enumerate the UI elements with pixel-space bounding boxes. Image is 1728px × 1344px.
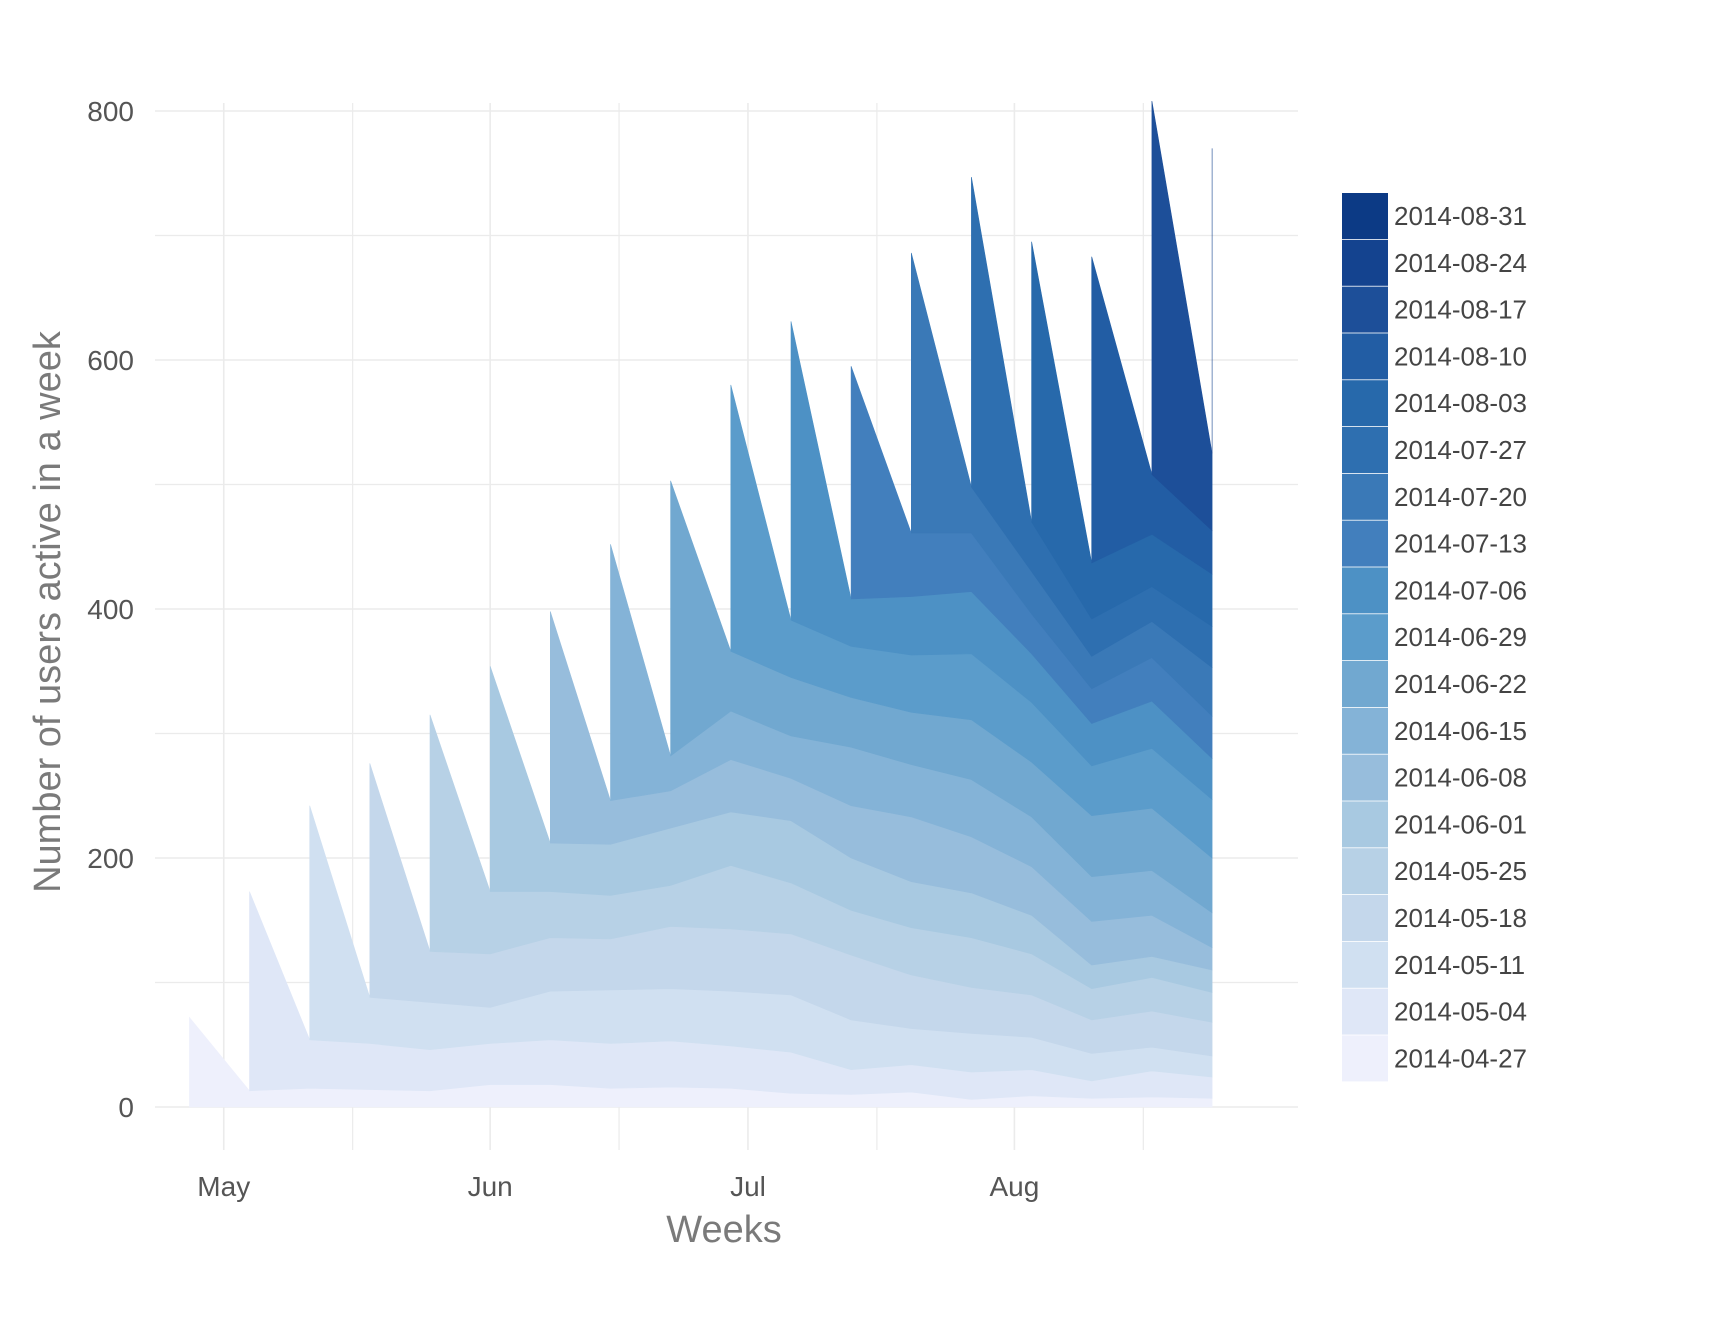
legend-key: [1342, 801, 1388, 848]
legend-label: 2014-07-06: [1394, 575, 1527, 605]
legend-label: 2014-06-08: [1394, 763, 1527, 793]
x-axis-title: Weeks: [666, 1209, 781, 1251]
legend-key: [1342, 941, 1388, 988]
legend-label: 2014-07-13: [1394, 529, 1527, 559]
legend-label: 2014-04-27: [1394, 1043, 1527, 1073]
legend-label: 2014-05-04: [1394, 997, 1527, 1027]
legend-label: 2014-05-18: [1394, 903, 1527, 933]
legend-label: 2014-08-10: [1394, 341, 1527, 371]
x-tick-label: Jun: [468, 1171, 513, 1202]
legend-label: 2014-05-25: [1394, 856, 1527, 886]
legend-label: 2014-07-20: [1394, 482, 1527, 512]
legend-key: [1342, 286, 1388, 333]
legend-key: [1342, 567, 1388, 614]
legend-key: [1342, 473, 1388, 520]
legend-label: 2014-08-31: [1394, 201, 1527, 231]
legend-key: [1342, 848, 1388, 895]
x-axis: May Jun Jul Aug: [197, 1171, 1039, 1202]
legend: 2014-08-31 2014-08-24 2014-08-17 2014-08-10…: [1342, 193, 1527, 1082]
legend-key: [1342, 614, 1388, 661]
x-tick-label: May: [197, 1171, 250, 1202]
y-tick-label: 600: [87, 345, 134, 376]
legend-key: [1342, 1035, 1388, 1082]
x-tick-label: Aug: [989, 1171, 1039, 1202]
legend-key: [1342, 333, 1388, 380]
legend-label: 2014-06-01: [1394, 809, 1527, 839]
legend-key: [1342, 707, 1388, 754]
y-tick-label: 400: [87, 594, 134, 625]
y-tick-label: 200: [87, 843, 134, 874]
legend-label: 2014-08-24: [1394, 248, 1527, 278]
legend-key: [1342, 520, 1388, 567]
legend-key: [1342, 239, 1388, 286]
legend-label: 2014-07-27: [1394, 435, 1527, 465]
legend-label: 2014-06-15: [1394, 716, 1527, 746]
y-axis-title: Number of users active in a week: [27, 330, 69, 893]
legend-label: 2014-08-17: [1394, 295, 1527, 325]
legend-key: [1342, 427, 1388, 473]
y-tick-label: 800: [87, 96, 134, 127]
y-axis: 0 200 400 600 800: [87, 96, 134, 1123]
legend-label: 2014-06-22: [1394, 669, 1527, 699]
legend-key: [1342, 661, 1388, 707]
legend-key: [1342, 193, 1388, 239]
plot-areas: [189, 100, 1213, 1108]
legend-key: [1342, 380, 1388, 427]
y-tick-label: 0: [118, 1092, 134, 1123]
x-tick-label: Jul: [730, 1171, 766, 1202]
legend-label: 2014-05-11: [1394, 950, 1525, 980]
legend-key: [1342, 754, 1388, 801]
legend-key: [1342, 988, 1388, 1035]
area-2014-08-17: [1151, 100, 1213, 532]
legend-label: 2014-08-03: [1394, 388, 1527, 418]
legend-key: [1342, 895, 1388, 941]
legend-label: 2014-06-29: [1394, 622, 1527, 652]
